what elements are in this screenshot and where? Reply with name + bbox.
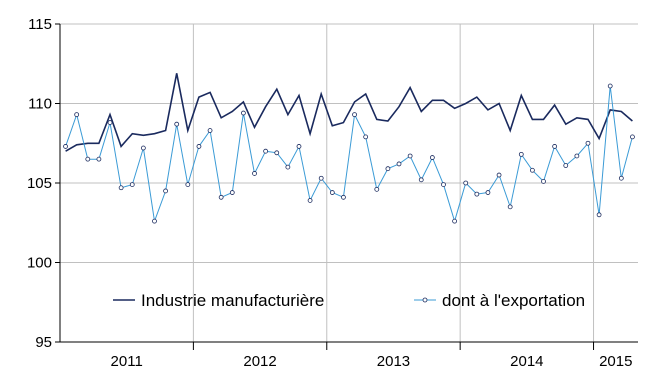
data-point-exportation xyxy=(441,182,446,187)
data-point-exportation xyxy=(518,151,524,157)
data-point-exportation xyxy=(341,194,346,200)
data-point-exportation xyxy=(396,161,402,167)
legend-label-industrie: Industrie manufacturière xyxy=(141,291,324,310)
grid-lines xyxy=(60,23,638,342)
data-point-exportation xyxy=(363,134,369,140)
x-year-label: 2012 xyxy=(243,353,276,369)
data-point-exportation xyxy=(630,134,635,140)
data-point-exportation xyxy=(185,182,191,187)
data-point-exportation xyxy=(241,110,246,116)
data-point-exportation xyxy=(530,167,535,173)
y-tick-label: 110 xyxy=(28,96,52,113)
x-year-label: 2014 xyxy=(510,353,543,369)
data-point-exportation xyxy=(285,164,291,170)
data-point-exportation xyxy=(329,190,335,195)
x-year-label: 2011 xyxy=(111,353,143,369)
data-point-exportation xyxy=(207,128,213,133)
data-point-exportation xyxy=(552,144,558,149)
data-point-exportation xyxy=(118,185,124,191)
data-point-exportation xyxy=(63,144,68,149)
data-point-exportation xyxy=(385,166,391,172)
y-tick-label: 100 xyxy=(27,255,52,272)
data-point-exportation xyxy=(274,150,280,156)
y-tick-label: 105 xyxy=(27,175,52,192)
data-point-exportation xyxy=(574,153,580,159)
data-point-exportation xyxy=(74,112,80,118)
data-point-exportation xyxy=(252,171,257,176)
series-line-industrie-manufacturiere xyxy=(65,73,633,152)
data-point-exportation xyxy=(596,212,602,218)
data-point-exportation xyxy=(174,121,180,127)
data-point-exportation xyxy=(129,182,135,187)
data-point-exportation xyxy=(496,172,502,178)
data-point-exportation xyxy=(463,180,469,186)
legend: Industrie manufacturière dont à l'exporta… xyxy=(113,291,585,310)
data-point-exportation xyxy=(585,140,591,146)
data-point-exportation xyxy=(429,155,435,160)
data-point-exportation xyxy=(107,120,113,125)
x-axis-year-labels: 2011 2012 2013 2014 2015 xyxy=(111,353,633,370)
data-point-exportation xyxy=(374,186,380,192)
data-point-exportation xyxy=(418,177,424,183)
axes xyxy=(55,23,638,350)
data-point-exportation xyxy=(407,153,413,159)
data-point-exportation xyxy=(452,218,457,224)
data-point-exportation xyxy=(307,198,313,203)
data-point-exportation xyxy=(485,190,491,195)
legend-label-exportation: dont à l'exportation xyxy=(442,291,585,310)
data-point-exportation xyxy=(96,156,102,162)
data-point-exportation xyxy=(152,218,157,224)
data-point-exportation xyxy=(618,175,624,181)
data-point-exportation xyxy=(507,204,513,210)
data-point-exportation xyxy=(563,163,569,168)
legend-marker-exportation xyxy=(422,297,428,303)
data-point-exportation xyxy=(85,156,91,162)
data-point-exportation xyxy=(140,145,146,151)
data-point-exportation xyxy=(607,83,613,89)
x-year-label: 2015 xyxy=(599,353,632,369)
data-point-exportation xyxy=(541,179,546,184)
series-lines xyxy=(63,73,635,224)
data-point-exportation xyxy=(229,190,235,195)
x-year-label: 2013 xyxy=(377,353,410,369)
y-axis-tick-labels: 95 100 105 110 115 xyxy=(27,16,52,351)
y-tick-label: 95 xyxy=(35,334,52,351)
data-point-exportation xyxy=(352,112,357,118)
y-tick-label: 115 xyxy=(28,16,52,33)
data-point-exportation xyxy=(163,188,168,194)
data-point-exportation xyxy=(263,148,269,154)
data-point-exportation xyxy=(196,144,202,149)
data-point-exportation xyxy=(318,175,324,181)
series-line-exportation xyxy=(65,85,633,223)
data-point-exportation xyxy=(296,144,302,149)
data-point-exportation xyxy=(474,191,480,197)
data-point-exportation xyxy=(218,194,224,200)
